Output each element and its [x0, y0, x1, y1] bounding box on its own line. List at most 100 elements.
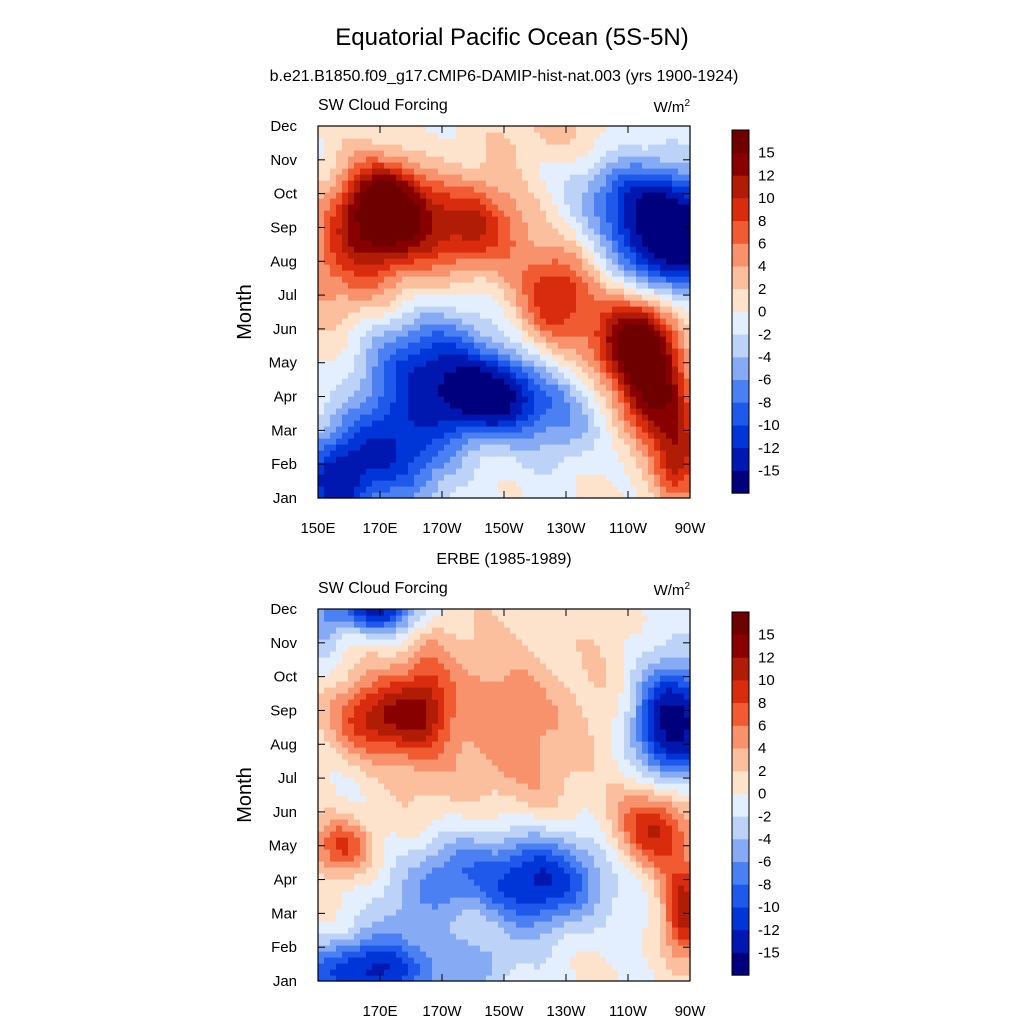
heatmap-cell: [462, 222, 469, 229]
heatmap-cell: [564, 216, 571, 223]
heatmap-cell: [666, 342, 673, 349]
heatmap-cell: [552, 264, 559, 271]
heatmap-cell: [606, 318, 613, 325]
heatmap-cell: [348, 216, 355, 223]
heatmap-cell: [348, 270, 355, 277]
heatmap-cell: [318, 318, 325, 325]
heatmap-cell: [342, 951, 349, 958]
heatmap-cell: [486, 390, 493, 397]
heatmap-cell: [396, 390, 403, 397]
heatmap-cell: [390, 432, 397, 439]
heatmap-cell: [408, 789, 415, 796]
heatmap-cell: [366, 276, 373, 283]
heatmap-cell: [588, 336, 595, 343]
heatmap-cell: [588, 420, 595, 427]
heatmap-cell: [570, 306, 577, 313]
heatmap-cell: [414, 759, 421, 766]
heatmap-cell: [372, 747, 379, 754]
heatmap-cell: [570, 348, 577, 355]
heatmap-field: [318, 126, 691, 499]
heatmap-cell: [666, 456, 673, 463]
heatmap-cell: [426, 234, 433, 241]
heatmap-cell: [588, 252, 595, 259]
heatmap-cell: [588, 324, 595, 331]
heatmap-cell: [570, 204, 577, 211]
heatmap-cell: [414, 342, 421, 349]
heatmap-cell: [606, 276, 613, 283]
heatmap-cell: [522, 210, 529, 217]
heatmap-cell: [588, 228, 595, 235]
heatmap-cell: [612, 168, 619, 175]
heatmap-cell: [432, 156, 439, 163]
heatmap-cell: [348, 789, 355, 796]
heatmap-cell: [582, 216, 589, 223]
heatmap-cell: [330, 831, 337, 838]
heatmap-cell: [648, 390, 655, 397]
heatmap-cell: [390, 825, 397, 832]
heatmap-cell: [420, 228, 427, 235]
heatmap-cell: [348, 951, 355, 958]
heatmap-cell: [402, 360, 409, 367]
heatmap-cell: [492, 306, 499, 313]
heatmap-cell: [618, 270, 625, 277]
heatmap-cell: [330, 192, 337, 199]
heatmap-cell: [444, 420, 451, 427]
heatmap-cell: [666, 234, 673, 241]
heatmap-cell: [510, 312, 517, 319]
heatmap-cell: [324, 873, 331, 880]
heatmap-cell: [474, 408, 481, 415]
heatmap-cell: [630, 390, 637, 397]
heatmap-cell: [372, 849, 379, 856]
heatmap-cell: [330, 126, 337, 133]
heatmap-cell: [510, 342, 517, 349]
heatmap-cell: [570, 270, 577, 277]
heatmap-cell: [534, 306, 541, 313]
heatmap-cell: [348, 699, 355, 706]
heatmap-cell: [486, 276, 493, 283]
heatmap-cell: [318, 150, 325, 157]
heatmap-cell: [438, 348, 445, 355]
heatmap-cell: [654, 252, 661, 259]
heatmap-cell: [612, 258, 619, 265]
heatmap-cell: [624, 210, 631, 217]
heatmap-cell: [408, 264, 415, 271]
heatmap-cell: [666, 288, 673, 295]
heatmap-cell: [318, 699, 325, 706]
heatmap-cell: [624, 222, 631, 229]
heatmap-cell: [636, 252, 643, 259]
heatmap-cell: [342, 270, 349, 277]
heatmap-cell: [354, 651, 361, 658]
heatmap-cell: [546, 210, 553, 217]
heatmap-cell: [600, 156, 607, 163]
heatmap-cell: [462, 432, 469, 439]
heatmap-cell: [528, 126, 535, 133]
heatmap-cell: [336, 693, 343, 700]
heatmap-cell: [408, 354, 415, 361]
heatmap-cell: [606, 228, 613, 235]
heatmap-cell: [342, 693, 349, 700]
heatmap-cell: [372, 837, 379, 844]
heatmap-cell: [330, 621, 337, 628]
heatmap-cell: [402, 306, 409, 313]
heatmap-cell: [642, 156, 649, 163]
heatmap-cell: [402, 633, 409, 640]
heatmap-cell: [336, 789, 343, 796]
heatmap-cell: [576, 168, 583, 175]
heatmap-cell: [654, 438, 661, 445]
heatmap-cell: [390, 627, 397, 634]
heatmap-cell: [402, 975, 409, 982]
heatmap-cell: [396, 474, 403, 481]
heatmap-cell: [534, 486, 541, 493]
heatmap-cell: [660, 234, 667, 241]
heatmap-cell: [486, 462, 493, 469]
heatmap-cell: [366, 795, 373, 802]
heatmap-cell: [516, 396, 523, 403]
heatmap-cell: [684, 144, 691, 151]
heatmap-cell: [552, 150, 559, 157]
heatmap-cell: [402, 651, 409, 658]
heatmap-cell: [618, 240, 625, 247]
heatmap-cell: [366, 915, 373, 922]
heatmap-cell: [546, 408, 553, 415]
heatmap-cell: [468, 456, 475, 463]
heatmap-cell: [420, 168, 427, 175]
